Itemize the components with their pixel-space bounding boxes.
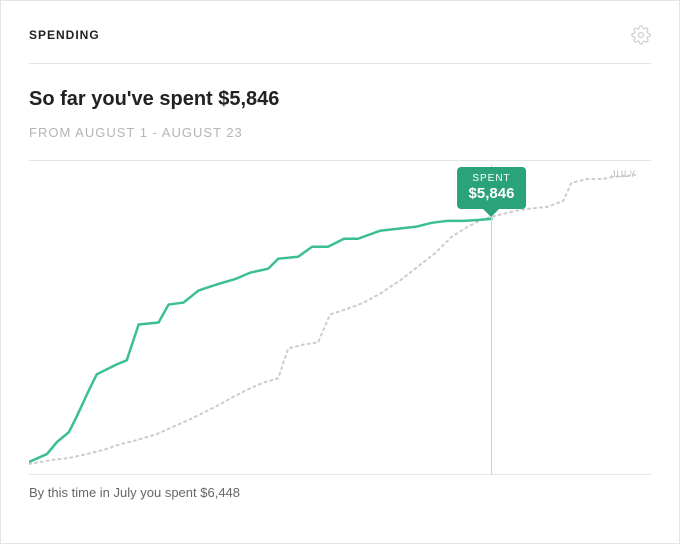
gear-icon[interactable] — [631, 25, 651, 45]
date-range: FROM AUGUST 1 - AUGUST 23 — [29, 125, 651, 161]
headline-prefix: So far you've spent — [29, 88, 218, 110]
comparison-footnote: By this time in July you spent $6,448 — [29, 485, 651, 500]
card-title: SPENDING — [29, 28, 100, 42]
spending-chart: SPENT $5,846 JULY — [29, 165, 651, 475]
comparison-month-label: JULY — [611, 169, 636, 179]
spending-headline: So far you've spent $5,846 — [29, 88, 651, 111]
headline-amount: $5,846 — [218, 88, 279, 110]
spending-card: SPENDING So far you've spent $5,846 FROM… — [0, 0, 680, 544]
chart-svg — [29, 165, 651, 474]
tooltip-label: SPENT — [469, 173, 515, 185]
tooltip-value: $5,846 — [469, 185, 515, 203]
card-header: SPENDING — [29, 25, 651, 64]
chart-tooltip: SPENT $5,846 — [457, 167, 527, 209]
